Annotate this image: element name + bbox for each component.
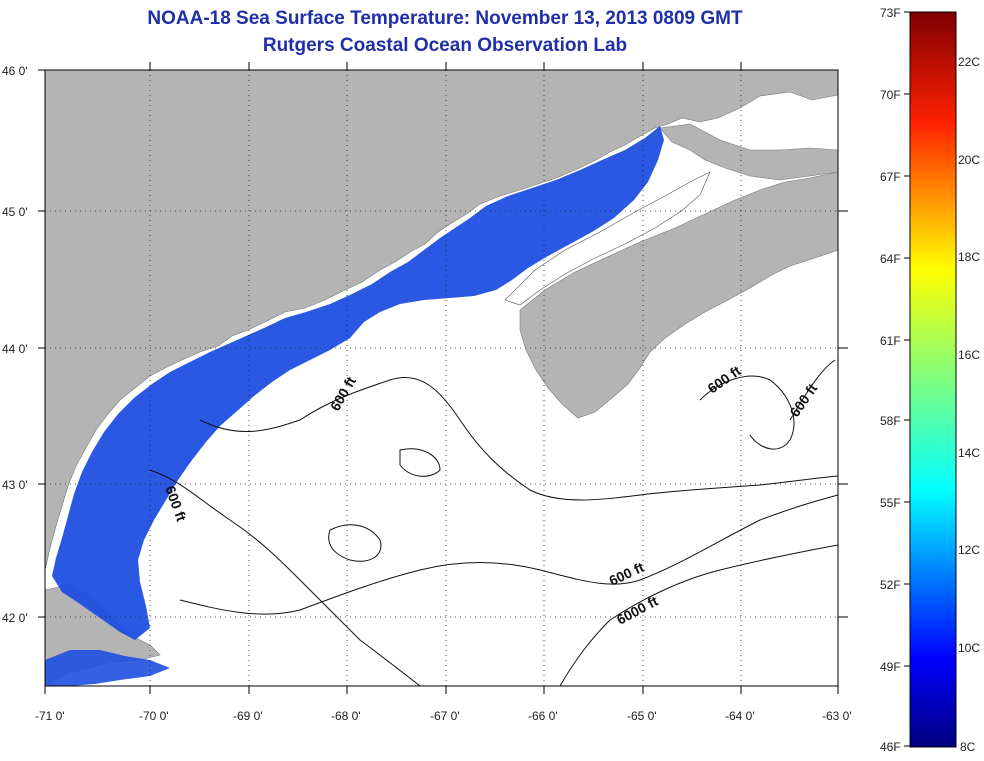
lon-label: -70 0' <box>139 709 169 723</box>
graticule <box>45 70 838 686</box>
colorbar <box>909 11 957 748</box>
land-mainland <box>45 70 838 571</box>
sst-coastal-band <box>52 126 664 640</box>
lat-label: 46 0' <box>2 64 28 78</box>
colorbar-f-label: 64F <box>880 252 901 266</box>
colorbar-c-label: 14C <box>958 446 980 460</box>
lat-label: 43 0' <box>2 478 28 492</box>
map-title: NOAA-18 Sea Surface Temperature: Novembe… <box>147 8 743 29</box>
colorbar-f-label: 67F <box>880 170 901 184</box>
lon-label: -68 0' <box>331 709 361 723</box>
colorbar-c-label: 10C <box>958 641 980 655</box>
colorbar-f-label: 52F <box>880 578 901 592</box>
colorbar-f-label: 58F <box>880 414 901 428</box>
colorbar-f-label: 55F <box>880 496 901 510</box>
tick-marks <box>38 62 848 694</box>
colorbar-ticks <box>904 11 910 747</box>
colorbar-c-label: 18C <box>958 250 980 264</box>
lon-label: -69 0' <box>233 709 263 723</box>
colorbar-c-label: 16C <box>958 348 980 362</box>
lon-label: -63 0' <box>822 709 852 723</box>
lon-label: -66 0' <box>528 709 558 723</box>
lat-label: 44 0' <box>2 342 28 356</box>
colorbar-c-label: 8C <box>960 740 976 754</box>
lat-label: 42 0' <box>2 611 28 625</box>
sst-cape-cod <box>45 650 170 686</box>
colorbar-f-label: 46F <box>880 740 901 754</box>
depth-contours <box>149 359 838 686</box>
bay-of-fundy <box>504 171 711 306</box>
lon-label: -65 0' <box>627 709 657 723</box>
colorbar-c-label: 20C <box>958 153 980 167</box>
lon-label: -64 0' <box>725 709 755 723</box>
land-nova-scotia <box>519 171 838 419</box>
colorbar-c-label: 22C <box>958 55 980 69</box>
map-subtitle: Rutgers Coastal Ocean Observation Lab <box>262 35 628 56</box>
lon-label: -71 0' <box>35 709 65 723</box>
colorbar-f-label: 49F <box>880 660 901 674</box>
colorbar-f-label: 70F <box>880 88 901 102</box>
colorbar-c-label: 12C <box>958 543 980 557</box>
colorbar-f-label: 61F <box>880 334 901 348</box>
colorbar-f-label: 73F <box>880 6 901 20</box>
land-nb-east <box>659 123 838 181</box>
lon-label: -67 0' <box>430 709 460 723</box>
lat-label: 45 0' <box>2 205 28 219</box>
plot-frame <box>44 69 839 687</box>
